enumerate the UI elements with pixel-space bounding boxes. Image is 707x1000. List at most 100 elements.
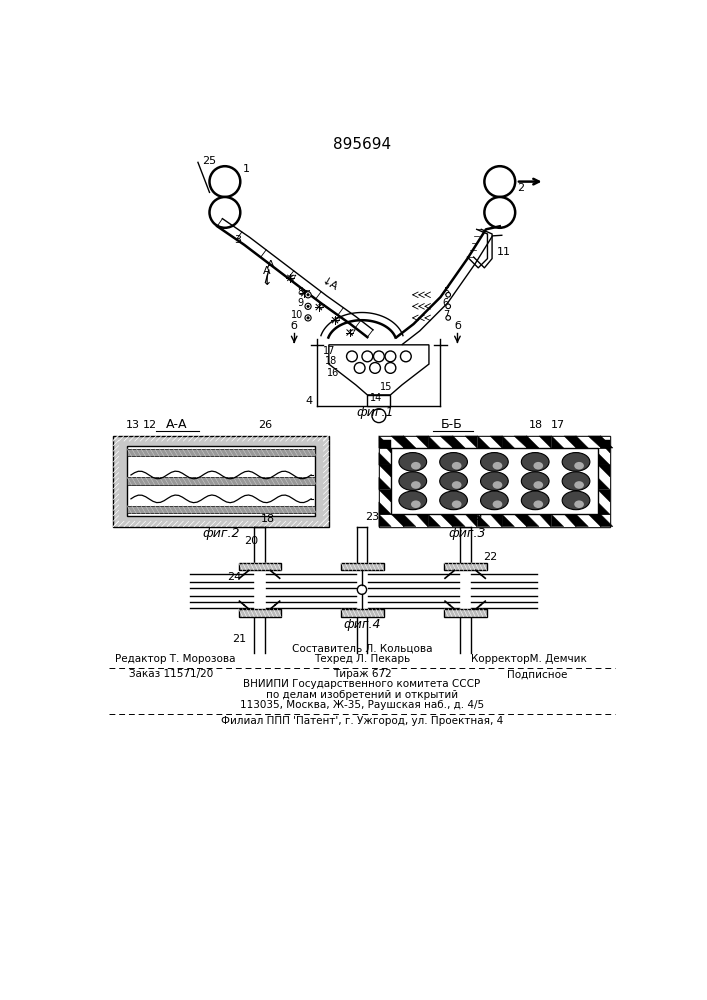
Polygon shape bbox=[452, 514, 465, 527]
Ellipse shape bbox=[521, 491, 549, 510]
Circle shape bbox=[307, 305, 309, 307]
Polygon shape bbox=[391, 436, 404, 448]
Polygon shape bbox=[379, 514, 391, 527]
Polygon shape bbox=[379, 465, 391, 477]
Text: Тираж 672: Тираж 672 bbox=[332, 669, 392, 679]
Polygon shape bbox=[404, 436, 416, 448]
Ellipse shape bbox=[440, 453, 467, 471]
Text: 8: 8 bbox=[298, 287, 303, 297]
Polygon shape bbox=[601, 436, 613, 448]
Ellipse shape bbox=[493, 481, 502, 489]
Text: 26: 26 bbox=[258, 420, 272, 430]
Text: 18: 18 bbox=[529, 420, 543, 430]
Circle shape bbox=[305, 303, 311, 309]
Text: 17: 17 bbox=[324, 346, 336, 356]
Text: 895694: 895694 bbox=[333, 137, 391, 152]
Bar bbox=[379, 436, 610, 527]
Circle shape bbox=[307, 294, 309, 296]
Polygon shape bbox=[551, 514, 563, 527]
Text: A: A bbox=[267, 260, 275, 270]
Polygon shape bbox=[597, 502, 610, 514]
Text: Подписное: Подписное bbox=[506, 669, 567, 679]
Polygon shape bbox=[379, 490, 391, 502]
Text: 5: 5 bbox=[443, 287, 449, 297]
Text: А-А: А-А bbox=[166, 418, 188, 431]
Circle shape bbox=[372, 409, 386, 423]
Polygon shape bbox=[527, 436, 539, 448]
Circle shape bbox=[484, 197, 515, 228]
Text: 2: 2 bbox=[518, 183, 525, 193]
Text: б: б bbox=[291, 321, 297, 331]
Text: фиг.3: фиг.3 bbox=[449, 527, 486, 540]
Ellipse shape bbox=[440, 472, 467, 490]
Text: 16: 16 bbox=[327, 368, 339, 378]
Circle shape bbox=[400, 351, 411, 362]
Polygon shape bbox=[588, 514, 601, 527]
Polygon shape bbox=[502, 514, 515, 527]
Polygon shape bbox=[379, 477, 391, 490]
Polygon shape bbox=[465, 514, 477, 527]
Bar bbox=[341, 609, 383, 617]
Circle shape bbox=[357, 585, 366, 594]
Ellipse shape bbox=[411, 500, 421, 508]
Text: 4: 4 bbox=[305, 396, 313, 406]
Bar bbox=[444, 563, 486, 570]
Ellipse shape bbox=[481, 472, 508, 490]
Ellipse shape bbox=[481, 491, 508, 510]
Text: фиг.1: фиг.1 bbox=[356, 406, 394, 419]
Ellipse shape bbox=[452, 500, 462, 508]
Text: б: б bbox=[455, 321, 461, 331]
Polygon shape bbox=[588, 436, 601, 448]
Text: 9: 9 bbox=[298, 298, 303, 308]
Text: 20: 20 bbox=[244, 536, 258, 546]
Polygon shape bbox=[404, 514, 416, 527]
Text: 11: 11 bbox=[497, 247, 510, 257]
Bar bbox=[597, 448, 610, 514]
Ellipse shape bbox=[574, 462, 584, 470]
Polygon shape bbox=[452, 436, 465, 448]
Bar bbox=[239, 609, 281, 617]
Circle shape bbox=[484, 166, 515, 197]
Circle shape bbox=[346, 351, 357, 362]
Polygon shape bbox=[597, 490, 610, 502]
Ellipse shape bbox=[411, 481, 421, 489]
Text: 7: 7 bbox=[443, 310, 449, 320]
Text: 18: 18 bbox=[261, 514, 275, 524]
Text: 21: 21 bbox=[233, 634, 247, 644]
Circle shape bbox=[307, 317, 309, 319]
Polygon shape bbox=[379, 453, 391, 465]
Ellipse shape bbox=[562, 453, 590, 471]
Ellipse shape bbox=[534, 481, 543, 489]
Polygon shape bbox=[428, 436, 440, 448]
Ellipse shape bbox=[452, 462, 462, 470]
Circle shape bbox=[370, 363, 380, 373]
Text: 12: 12 bbox=[143, 420, 157, 430]
Text: 23: 23 bbox=[365, 512, 379, 522]
Ellipse shape bbox=[574, 500, 584, 508]
Polygon shape bbox=[597, 477, 610, 490]
Polygon shape bbox=[515, 436, 527, 448]
Polygon shape bbox=[440, 436, 452, 448]
Text: 1: 1 bbox=[243, 164, 250, 174]
Polygon shape bbox=[428, 514, 440, 527]
Polygon shape bbox=[477, 514, 490, 527]
Circle shape bbox=[305, 292, 311, 298]
Ellipse shape bbox=[534, 462, 543, 470]
Text: Составитель Л. Кольцова: Составитель Л. Кольцова bbox=[292, 643, 432, 653]
Polygon shape bbox=[563, 514, 576, 527]
Polygon shape bbox=[597, 465, 610, 477]
Circle shape bbox=[385, 363, 396, 373]
Polygon shape bbox=[477, 436, 490, 448]
Circle shape bbox=[362, 351, 373, 362]
Polygon shape bbox=[527, 514, 539, 527]
Text: ↓: ↓ bbox=[261, 275, 271, 288]
Ellipse shape bbox=[481, 453, 508, 471]
Text: 22: 22 bbox=[483, 552, 497, 562]
Polygon shape bbox=[379, 440, 391, 453]
Polygon shape bbox=[490, 436, 502, 448]
Polygon shape bbox=[597, 453, 610, 465]
Text: 13: 13 bbox=[126, 420, 139, 430]
Polygon shape bbox=[576, 514, 588, 527]
Circle shape bbox=[354, 363, 365, 373]
Ellipse shape bbox=[521, 472, 549, 490]
